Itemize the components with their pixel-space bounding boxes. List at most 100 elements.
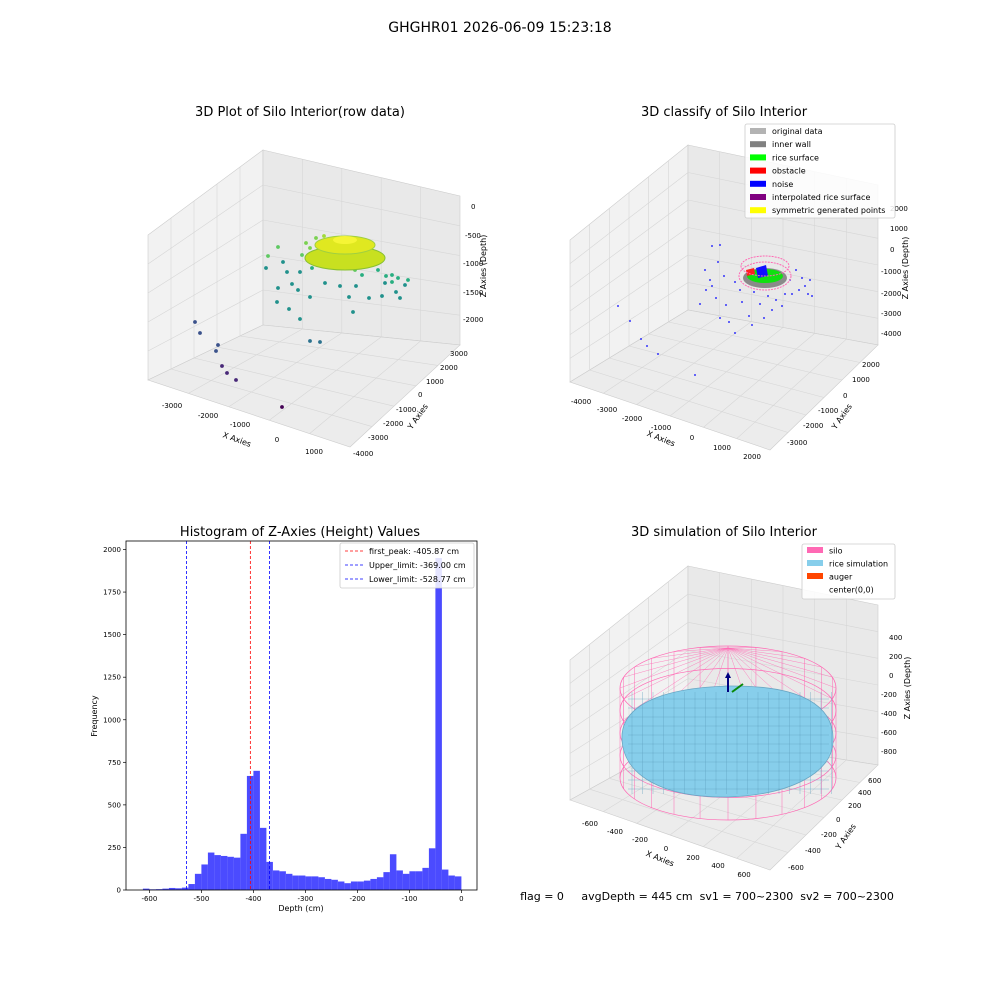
histogram-title: Histogram of Z-Axies (Height) Values [180, 525, 420, 540]
classify-legend-swatch [750, 207, 766, 214]
histogram-bar [318, 877, 325, 890]
raw-y-tick: 3000 [450, 350, 468, 358]
classify-legend-label: rice surface [772, 153, 819, 162]
simulation-legend-label: silo [829, 547, 843, 556]
raw-plot-title: 3D Plot of Silo Interior(row data) [195, 105, 405, 120]
auger-arrow [725, 672, 731, 678]
histogram-bar [376, 877, 384, 890]
classify-noise-point [715, 297, 717, 299]
raw-x-label: X Axies [221, 430, 252, 449]
silo-roof-rib [727, 647, 822, 668]
raw-donut-surface [304, 235, 386, 271]
raw-y-tick: -2000 [383, 420, 403, 428]
histogram-x-label: Depth (cm) [278, 904, 323, 913]
classify-wall-ring [738, 261, 792, 291]
classify-noise-point [767, 295, 769, 297]
raw-grid-line [147, 289, 264, 352]
classify-grid-line [736, 338, 847, 439]
silo-roof-rib [727, 647, 833, 678]
simulation-legend-swatch [807, 573, 823, 579]
histogram-bar [311, 876, 319, 890]
simulation-rice-body [621, 685, 834, 798]
classify-noise-point [704, 269, 706, 271]
figure-title: GHGHR01 2026-06-09 15:23:18 [388, 20, 611, 36]
raw-data-point [380, 294, 384, 298]
simulation-z-tick: -400 [881, 710, 897, 718]
raw-grid-line [147, 219, 264, 294]
raw-data-point [304, 241, 308, 245]
classify-wall-ring [740, 255, 790, 277]
histogram-bar [435, 558, 442, 890]
simulation-x-tick: -200 [632, 836, 648, 844]
raw-data-point [276, 245, 280, 249]
histogram-bar [240, 833, 247, 890]
classify-noise-point [699, 303, 701, 305]
simulation-y-tick: 400 [858, 789, 871, 797]
raw-data-point [318, 340, 322, 344]
simulation-x-ticks: -600 -400 -200 0 200 400 600 [582, 820, 751, 879]
simulation-plot-title: 3D simulation of Silo Interior [631, 525, 818, 540]
silo-roof-rib [727, 647, 833, 700]
silo-roof-rib [623, 647, 729, 700]
histogram-bar [259, 827, 267, 890]
raw-data-point [308, 295, 312, 299]
histogram-bars [142, 558, 462, 890]
classify-noise-point [801, 277, 803, 279]
raw-grid [147, 159, 461, 434]
classify-noise-point [763, 317, 765, 319]
silo-roof-rib [623, 647, 729, 678]
raw-data-point [403, 283, 407, 287]
raw-data-point [396, 276, 400, 280]
simulation-z-tick: 200 [889, 653, 902, 661]
histogram-bar [337, 881, 345, 890]
histogram-axes: -600 -500 -400 -300 -200 -100 0 0 250 500 750 1000 1… [103, 546, 463, 903]
raw-x-ticks: -3000 -2000 -1000 0 1000 [162, 402, 323, 456]
histogram-x-tick-label: -300 [297, 895, 313, 903]
raw-data-point [287, 307, 291, 311]
raw-data-point [354, 284, 358, 288]
classify-z-tick: 0 [890, 246, 894, 254]
classify-legend-label: interpolated rice surface [772, 193, 870, 202]
classify-noise-point [775, 299, 777, 301]
raw-y-tick: 1000 [426, 378, 444, 386]
histogram-x-tick-label: -100 [401, 895, 417, 903]
raw-data-point [347, 295, 351, 299]
raw-data-point [193, 320, 197, 324]
classify-noise-point [739, 289, 741, 291]
raw-data-point [351, 310, 355, 314]
classify-legend-label: noise [772, 180, 793, 189]
raw-data-point [367, 296, 371, 300]
raw-data-point [323, 281, 327, 285]
classify-z-ticks: -4000 -3000 -2000 -1000 0 1000 2000 [881, 205, 908, 338]
simulation-x-tick: -400 [607, 828, 623, 836]
histogram-x-tick-label: -600 [141, 895, 157, 903]
simulation-legend-label: auger [829, 573, 853, 582]
histogram-legend-items: first_peak: -405.87 cm Upper_limit: -369.… [345, 547, 466, 584]
histogram-y-tick-label: 2000 [103, 546, 121, 554]
silo-roof-rib [727, 647, 756, 649]
histogram-legend-label: first_peak: -405.87 cm [369, 547, 459, 556]
classify-z-label: Z Axies (Depth) [901, 237, 910, 300]
classify-noise-point [617, 305, 619, 307]
classify-noise-cluster [756, 265, 768, 278]
raw-data-point [406, 278, 410, 282]
classify-z-tick: -3000 [881, 310, 901, 318]
classify-y-tick: 1000 [852, 376, 870, 384]
classify-y-tick: -2000 [803, 422, 823, 430]
histogram-y-tick-label: 0 [117, 887, 121, 895]
raw-data-point [308, 246, 312, 250]
raw-data-point [314, 236, 318, 240]
classify-noise-point [734, 332, 736, 334]
histogram-bar [350, 881, 358, 890]
classify-noise-point [717, 261, 719, 263]
histogram-x-tick-label: -500 [193, 895, 209, 903]
classify-obstacle [746, 268, 755, 276]
classify-noise-point [646, 345, 648, 347]
histogram-bar [227, 856, 234, 890]
raw-data-point [384, 274, 388, 278]
raw-z-ticks: -2000 -1500 -1000 -500 0 [463, 203, 483, 324]
classify-noise-point [807, 293, 809, 295]
classify-noise-point [711, 285, 713, 287]
raw-z-tick: -500 [465, 232, 481, 240]
histogram-bar [201, 864, 208, 890]
